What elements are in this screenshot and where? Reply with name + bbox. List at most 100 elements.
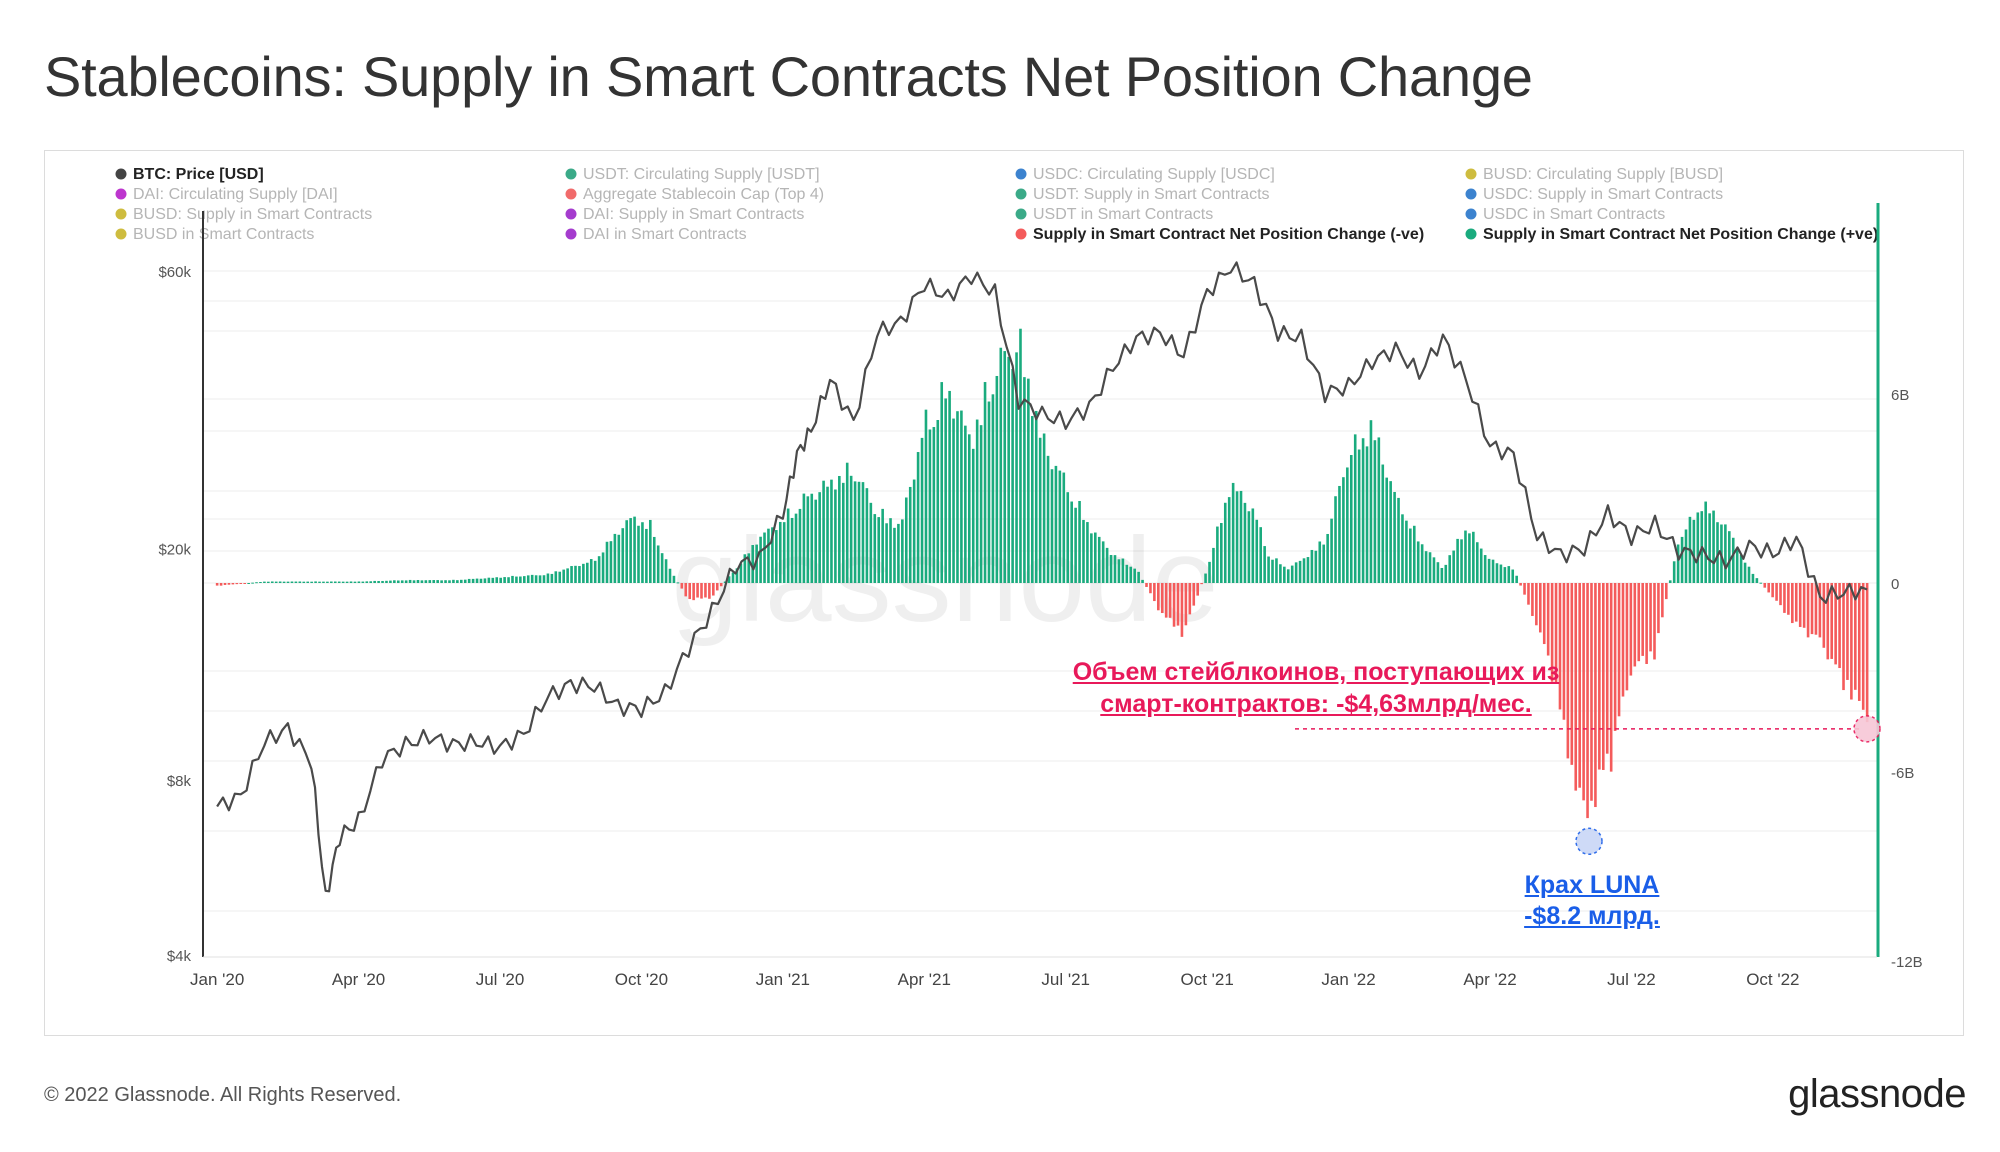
legend-dot-icon <box>115 208 127 220</box>
legend-item[interactable]: BUSD: Supply in Smart Contracts <box>115 206 373 223</box>
bar-positive <box>1141 579 1144 583</box>
bar-negative <box>715 583 719 591</box>
legend-label: DAI: Supply in Smart Contracts <box>583 206 804 223</box>
bar-positive <box>755 544 758 583</box>
bar-negative <box>1598 583 1601 770</box>
legend-item[interactable]: DAI in Smart Contracts <box>565 226 747 243</box>
bar-positive <box>1475 542 1479 583</box>
bar-positive <box>400 580 404 583</box>
bar-positive <box>1409 528 1412 583</box>
legend-item[interactable]: DAI: Circulating Supply [DAI] <box>115 186 338 203</box>
bar-positive <box>605 541 609 583</box>
bar-positive <box>1389 481 1392 583</box>
legend-dot-icon <box>565 168 577 180</box>
x-tick-label: Apr '22 <box>1463 970 1516 989</box>
bar-positive <box>1271 559 1274 583</box>
outflow-annotation-line2: смарт-контрактов: -$4,63млрд/мес. <box>1100 690 1532 718</box>
bar-positive <box>664 559 668 583</box>
bar-negative <box>1164 583 1168 618</box>
bar-positive <box>767 528 770 583</box>
bar-negative <box>227 583 231 585</box>
legend-item[interactable]: DAI: Supply in Smart Contracts <box>565 206 805 223</box>
bar-positive <box>428 580 432 583</box>
outflow-marker-icon <box>1853 715 1881 743</box>
bar-positive <box>578 566 581 583</box>
bar-negative <box>1188 583 1192 615</box>
legend-item[interactable]: BTC: Price [USD] <box>115 166 264 183</box>
bar-positive <box>814 499 818 583</box>
bar-positive <box>1735 549 1739 583</box>
bar-negative <box>1661 583 1664 618</box>
bar-negative <box>1562 583 1566 720</box>
legend-item[interactable]: USDT: Circulating Supply [USDT] <box>565 166 820 183</box>
bar-positive <box>928 429 932 583</box>
x-tick-label: Jul '22 <box>1607 970 1656 989</box>
bar-positive <box>1377 437 1381 583</box>
bar-positive <box>1472 531 1475 583</box>
bar-positive <box>877 517 881 583</box>
bar-positive <box>357 581 361 583</box>
bar-positive <box>440 580 443 583</box>
legend-item[interactable]: USDT: Supply in Smart Contracts <box>1015 186 1270 203</box>
legend-item[interactable]: USDC: Supply in Smart Contracts <box>1465 186 1724 203</box>
bar-positive <box>948 390 951 583</box>
legend-item[interactable]: USDT in Smart Contracts <box>1015 206 1214 223</box>
x-tick-label: Jul '20 <box>476 970 525 989</box>
bar-positive <box>597 556 601 583</box>
legend-dot-icon <box>1465 168 1477 180</box>
bar-negative <box>1846 583 1849 680</box>
legend-dot-icon <box>1465 208 1477 220</box>
bar-positive <box>1204 573 1207 583</box>
legend-item[interactable]: Supply in Smart Contract Net Position Ch… <box>1465 226 1879 243</box>
bar-positive <box>1227 497 1231 583</box>
legend-item[interactable]: USDC: Circulating Supply [USDC] <box>1015 166 1275 183</box>
bar-positive <box>515 576 518 583</box>
bar-positive <box>377 580 380 583</box>
bar-negative <box>1814 583 1818 635</box>
bar-positive <box>1401 514 1404 583</box>
bar-negative <box>1558 583 1562 710</box>
bar-positive <box>333 581 337 583</box>
bar-positive <box>278 581 282 583</box>
legend-item[interactable]: Aggregate Stablecoin Cap (Top 4) <box>565 186 825 203</box>
bar-negative <box>1822 583 1826 648</box>
bar-positive <box>1479 548 1483 583</box>
bar-positive <box>912 479 916 583</box>
bar-positive <box>798 508 802 583</box>
bar-positive <box>345 581 349 583</box>
bar-negative <box>1850 583 1853 700</box>
bar-negative <box>1550 583 1554 682</box>
legend-item[interactable]: BUSD in Smart Contracts <box>115 226 315 243</box>
bar-positive <box>751 545 755 583</box>
luna-annotation-line1: Крах LUNA <box>1524 871 1660 899</box>
bar-negative <box>1794 583 1798 622</box>
bar-negative <box>1586 583 1589 819</box>
bar-negative <box>1826 583 1830 660</box>
bar-negative <box>712 583 715 596</box>
bar-positive <box>771 527 774 583</box>
bar-positive <box>589 559 593 583</box>
bar-positive <box>1216 526 1219 583</box>
bar-positive <box>1283 566 1286 583</box>
bar-positive <box>1680 536 1684 583</box>
bar-positive <box>865 488 869 583</box>
bar-positive <box>1070 501 1073 583</box>
bar-positive <box>507 577 510 583</box>
bar-negative <box>1168 583 1172 618</box>
bar-positive <box>1456 538 1459 583</box>
bar-negative <box>223 583 227 585</box>
bar-negative <box>1200 583 1203 585</box>
bar-negative <box>1810 583 1814 635</box>
bar-positive <box>991 394 995 583</box>
legend-item[interactable]: USDC in Smart Contracts <box>1465 206 1666 223</box>
legend-item[interactable]: Supply in Smart Contract Net Position Ch… <box>1015 226 1425 243</box>
bar-positive <box>1078 500 1081 583</box>
bar-positive <box>1121 558 1125 583</box>
luna-annotation: Крах LUNA -$8.2 млрд. <box>1472 870 1712 932</box>
bar-positive <box>1460 539 1463 583</box>
bar-positive <box>353 581 357 583</box>
bar-positive <box>979 425 983 583</box>
bar-positive <box>778 521 782 583</box>
legend-item[interactable]: BUSD: Circulating Supply [BUSD] <box>1465 166 1724 183</box>
bar-positive <box>1267 556 1270 583</box>
